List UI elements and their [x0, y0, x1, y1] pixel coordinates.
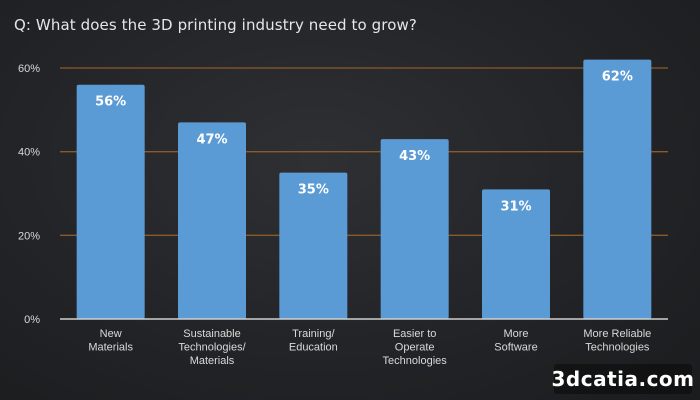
x-tick-label: Training/ [292, 328, 335, 340]
bar [178, 122, 246, 319]
bar [482, 189, 550, 319]
x-tick-label: More Reliable [583, 328, 651, 340]
x-tick-label: Materials [190, 355, 235, 367]
y-tick-label: 40% [18, 147, 40, 159]
x-tick-label: Technologies/ [178, 342, 246, 354]
data-label: 35% [298, 183, 329, 198]
x-tick-label: Easier to [393, 328, 436, 340]
data-label: 47% [196, 132, 227, 147]
bar [583, 59, 652, 320]
x-tick-label: More [503, 328, 528, 340]
x-tick-label: Materials [88, 342, 133, 354]
bar [76, 84, 145, 319]
data-label: 43% [399, 149, 430, 164]
y-tick-label: 60% [18, 63, 40, 75]
bar [380, 139, 449, 319]
chart-title: Q: What does the 3D printing industry ne… [14, 16, 417, 34]
data-label: 62% [602, 70, 633, 85]
x-tick-label: Software [494, 342, 537, 354]
x-tick-label: Operate [395, 342, 435, 354]
y-tick-label: 20% [18, 230, 40, 242]
y-tick-label: 0% [24, 314, 40, 326]
data-label: 56% [95, 95, 126, 110]
x-tick-label: Sustainable [183, 328, 241, 340]
data-label: 31% [500, 199, 531, 214]
x-tick-label: Technologies [585, 342, 650, 354]
x-tick-label: Education [289, 342, 338, 354]
x-tick-label: New [100, 328, 122, 340]
bar [279, 172, 348, 319]
watermark-logo: 3dcatia.com [551, 364, 694, 394]
x-tick-label: Technologies [383, 355, 448, 367]
